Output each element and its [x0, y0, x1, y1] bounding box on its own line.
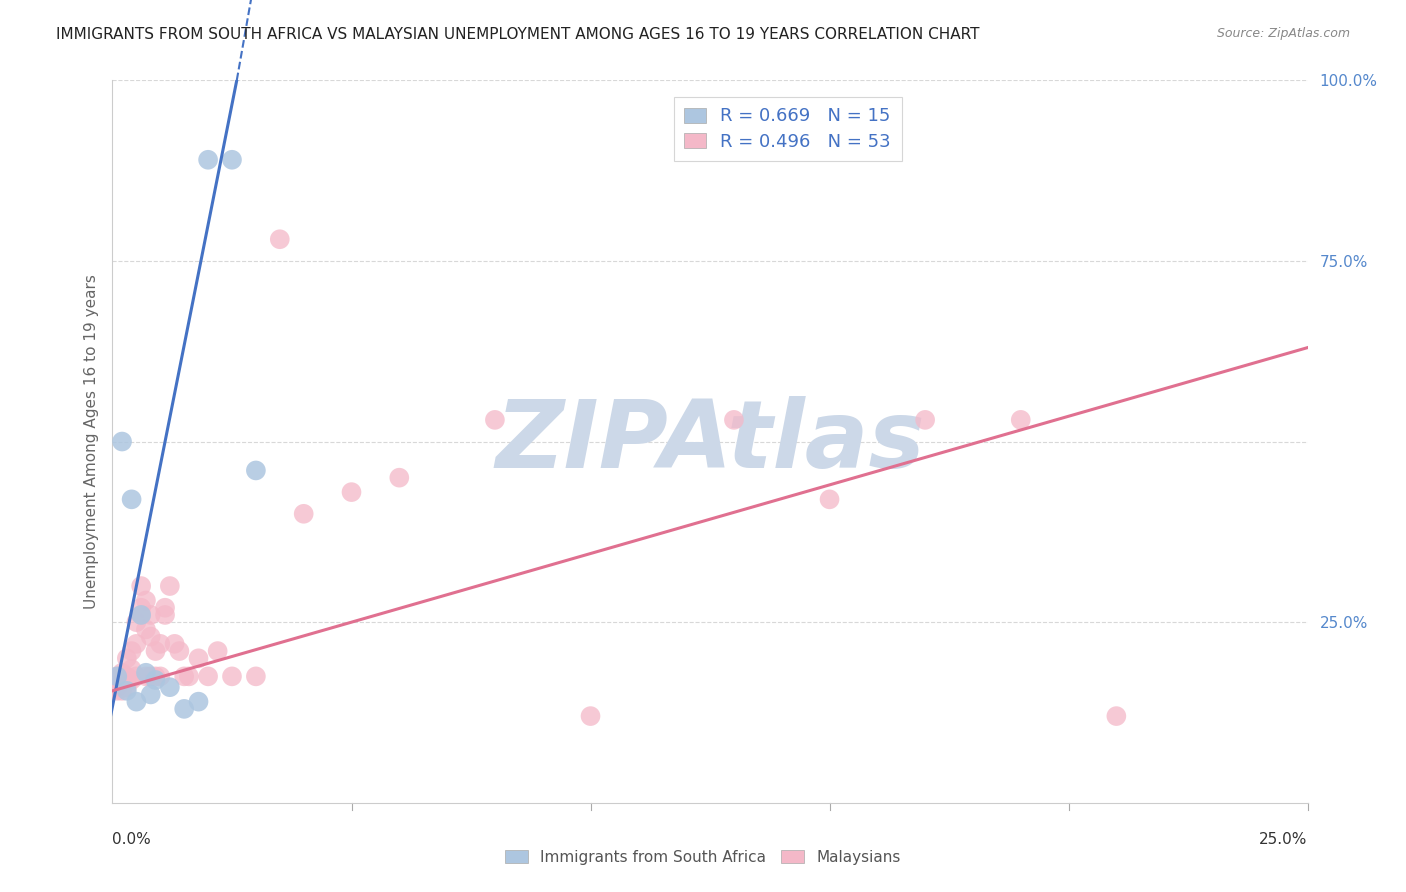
Point	[221, 669, 243, 683]
Point	[579, 709, 602, 723]
Point	[245, 463, 267, 477]
Point	[115, 669, 138, 683]
Point	[125, 637, 148, 651]
Point	[111, 683, 134, 698]
Text: 0.0%: 0.0%	[112, 831, 152, 847]
Point	[121, 644, 143, 658]
Point	[121, 662, 143, 676]
Point	[115, 673, 138, 687]
Point	[159, 579, 181, 593]
Y-axis label: Unemployment Among Ages 16 to 19 years: Unemployment Among Ages 16 to 19 years	[83, 274, 98, 609]
Point	[1105, 709, 1128, 723]
Point	[187, 695, 209, 709]
Point	[135, 665, 157, 680]
Point	[914, 413, 936, 427]
Point	[145, 669, 167, 683]
Point	[125, 669, 148, 683]
Point	[129, 600, 152, 615]
Point	[245, 669, 267, 683]
Point	[818, 492, 841, 507]
Point	[129, 607, 152, 622]
Point	[105, 669, 128, 683]
Point	[149, 637, 172, 651]
Point	[111, 434, 134, 449]
Point	[135, 593, 157, 607]
Point	[115, 683, 138, 698]
Point	[207, 644, 229, 658]
Point	[105, 680, 128, 694]
Point	[139, 630, 162, 644]
Point	[173, 702, 195, 716]
Point	[197, 153, 219, 167]
Point	[111, 665, 134, 680]
Point	[153, 600, 176, 615]
Point	[129, 607, 152, 622]
Point	[105, 673, 128, 687]
Point	[125, 695, 148, 709]
Point	[129, 579, 152, 593]
Point	[145, 673, 167, 687]
Point	[139, 669, 162, 683]
Text: IMMIGRANTS FROM SOUTH AFRICA VS MALAYSIAN UNEMPLOYMENT AMONG AGES 16 TO 19 YEARS: IMMIGRANTS FROM SOUTH AFRICA VS MALAYSIA…	[56, 27, 980, 42]
Point	[149, 669, 172, 683]
Text: 25.0%: 25.0%	[1260, 831, 1308, 847]
Point	[135, 669, 157, 683]
Point	[105, 683, 128, 698]
Point	[145, 644, 167, 658]
Point	[125, 615, 148, 630]
Point	[292, 507, 315, 521]
Point	[115, 680, 138, 694]
Text: Source: ZipAtlas.com: Source: ZipAtlas.com	[1216, 27, 1350, 40]
Point	[111, 676, 134, 690]
Point	[153, 607, 176, 622]
Point	[135, 623, 157, 637]
Point	[197, 669, 219, 683]
Point	[163, 637, 186, 651]
Point	[177, 669, 200, 683]
Legend: Immigrants from South Africa, Malaysians: Immigrants from South Africa, Malaysians	[499, 844, 907, 871]
Point	[121, 492, 143, 507]
Point	[1010, 413, 1032, 427]
Text: ZIPAtlas: ZIPAtlas	[495, 395, 925, 488]
Point	[269, 232, 291, 246]
Point	[187, 651, 209, 665]
Point	[121, 673, 143, 687]
Point	[723, 413, 745, 427]
Point	[169, 644, 191, 658]
Point	[115, 651, 138, 665]
Point	[139, 607, 162, 622]
Point	[340, 485, 363, 500]
Point	[159, 680, 181, 694]
Point	[484, 413, 506, 427]
Point	[139, 687, 162, 701]
Point	[105, 669, 128, 683]
Point	[388, 470, 411, 484]
Point	[221, 153, 243, 167]
Point	[173, 669, 195, 683]
Legend: R = 0.669   N = 15, R = 0.496   N = 53: R = 0.669 N = 15, R = 0.496 N = 53	[673, 96, 901, 161]
